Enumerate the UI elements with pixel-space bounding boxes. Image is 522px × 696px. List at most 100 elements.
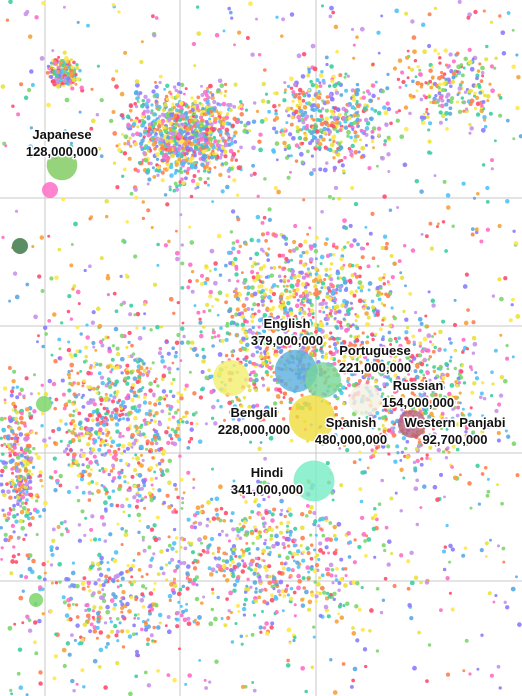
scatter-point	[460, 80, 464, 85]
scatter-point	[306, 149, 310, 154]
scatter-point	[159, 566, 164, 571]
scatter-point	[220, 124, 225, 130]
scatter-point	[230, 488, 234, 492]
scatter-point	[357, 607, 362, 612]
scatter-point	[284, 256, 289, 261]
scatter-point	[195, 279, 199, 283]
scatter-point	[182, 491, 186, 495]
scatter-point	[165, 112, 170, 118]
scatter-point	[437, 91, 442, 95]
scatter-point	[216, 595, 220, 600]
scatter-point	[115, 503, 120, 508]
scatter-point	[412, 340, 416, 344]
scatter-point	[120, 113, 125, 118]
scatter-point	[337, 148, 341, 152]
scatter-point	[207, 566, 212, 571]
scatter-point	[114, 407, 119, 413]
scatter-point	[295, 321, 299, 325]
scatter-point	[355, 314, 359, 318]
scatter-point	[438, 423, 442, 427]
scatter-point	[23, 455, 27, 459]
scatter-point	[428, 68, 433, 73]
scatter-point	[8, 453, 13, 458]
scatter-point	[358, 450, 362, 454]
scatter-point	[230, 139, 234, 143]
scatter-point	[41, 507, 47, 513]
scatter-point	[267, 495, 271, 499]
scatter-point	[283, 280, 286, 284]
scatter-point	[159, 549, 164, 554]
scatter-point	[123, 480, 127, 484]
scatter-point	[15, 455, 21, 460]
scatter-point	[132, 623, 136, 628]
scatter-point	[343, 371, 347, 375]
scatter-point	[156, 173, 160, 177]
scatter-point	[317, 141, 323, 147]
scatter-point	[261, 264, 267, 269]
scatter-point	[309, 171, 314, 176]
scatter-point	[301, 558, 306, 563]
scatter-point	[451, 75, 456, 80]
scatter-point	[177, 600, 181, 604]
scatter-point	[445, 427, 449, 431]
scatter-point	[397, 109, 402, 113]
scatter-point	[282, 546, 286, 550]
scatter-point	[425, 115, 430, 119]
scatter-point	[324, 567, 329, 572]
scatter-point	[91, 386, 96, 391]
scatter-point	[352, 120, 357, 125]
scatter-point	[201, 106, 205, 111]
scatter-point	[265, 351, 270, 356]
scatter-point	[193, 153, 197, 158]
scatter-point	[97, 413, 102, 418]
scatter-point	[188, 158, 193, 163]
scatter-point	[179, 170, 184, 175]
scatter-point	[168, 406, 173, 411]
scatter-point	[346, 129, 351, 135]
scatter-point	[174, 487, 178, 491]
scatter-point	[175, 95, 179, 99]
scatter-point	[115, 365, 120, 370]
scatter-point	[375, 309, 379, 313]
scatter-point	[127, 609, 132, 614]
scatter-point	[345, 601, 350, 606]
scatter-point	[304, 114, 310, 119]
scatter-point	[181, 496, 185, 500]
scatter-point	[365, 358, 370, 362]
scatter-point	[133, 358, 137, 362]
scatter-point	[292, 590, 297, 595]
scatter-point	[249, 568, 253, 572]
scatter-point	[310, 138, 315, 143]
scatter-point	[259, 630, 263, 634]
scatter-point	[494, 56, 498, 61]
scatter-point	[387, 368, 392, 372]
scatter-point	[76, 371, 80, 375]
scatter-point	[307, 599, 313, 605]
scatter-point	[54, 581, 59, 585]
scatter-point	[157, 351, 162, 356]
scatter-point	[135, 484, 141, 489]
scatter-point	[351, 94, 356, 98]
scatter-point	[258, 417, 263, 422]
scatter-point	[328, 337, 332, 341]
scatter-point	[79, 477, 85, 482]
scatter-point	[260, 588, 264, 592]
scatter-point	[181, 584, 186, 589]
scatter-point	[109, 118, 114, 124]
scatter-point	[288, 529, 293, 535]
scatter-point	[151, 89, 156, 94]
scatter-point	[168, 188, 172, 192]
scatter-point	[288, 596, 294, 601]
scatter-point	[415, 89, 419, 93]
scatter-point	[186, 285, 191, 290]
scatter-point	[297, 95, 302, 100]
scatter-point	[57, 561, 63, 567]
scatter-point	[144, 411, 149, 416]
scatter-point	[349, 135, 353, 140]
scatter-point	[380, 415, 386, 421]
scatter-point	[12, 514, 17, 519]
scatter-point	[33, 640, 37, 645]
scatter-point	[218, 518, 223, 523]
scatter-point	[456, 93, 460, 97]
scatter-point	[354, 91, 360, 97]
